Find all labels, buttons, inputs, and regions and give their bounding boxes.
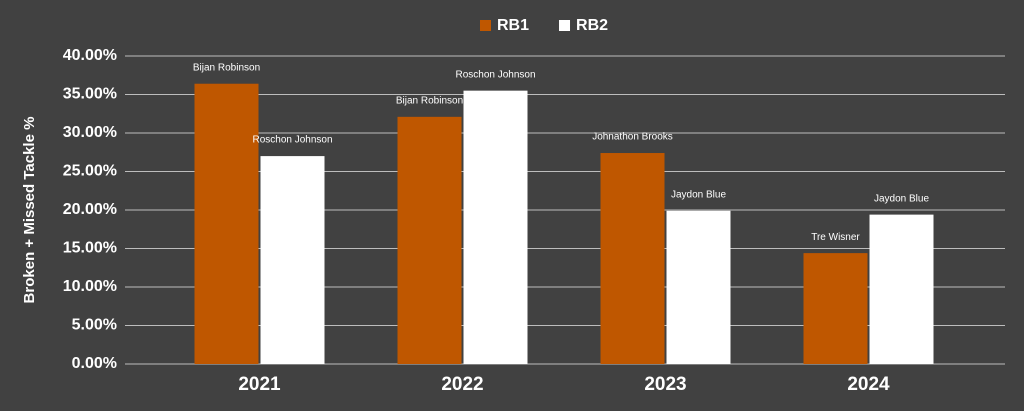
- y-axis-title: Broken + Missed Tackle %: [21, 117, 38, 304]
- x-tick-label: 2023: [644, 374, 686, 395]
- bar: [260, 156, 325, 364]
- y-tick-label: 30.00%: [63, 124, 117, 141]
- bar-label: Jaydon Blue: [671, 189, 726, 200]
- legend-label: RB1: [497, 17, 529, 34]
- bar: [397, 116, 462, 364]
- x-tick-label: 2021: [238, 374, 281, 395]
- x-tick-label: 2024: [847, 374, 890, 395]
- y-tick-label: 5.00%: [72, 317, 117, 334]
- y-tick-label: 35.00%: [63, 86, 117, 103]
- bar-label: Tre Wisner: [811, 232, 860, 243]
- bar: [869, 214, 934, 364]
- bar-label: Bijan Robinson: [193, 62, 260, 73]
- legend-label: RB2: [576, 17, 608, 34]
- bar: [666, 210, 731, 364]
- bar: [600, 153, 665, 364]
- y-tick-label: 25.00%: [63, 163, 117, 180]
- y-tick-label: 40.00%: [63, 47, 117, 64]
- bar-label: Roschon Johnson: [455, 69, 535, 80]
- y-tick-label: 20.00%: [63, 201, 117, 218]
- y-tick-label: 10.00%: [63, 278, 117, 295]
- bar-label: Bijan Robinson: [396, 95, 463, 106]
- legend-swatch: [480, 20, 491, 31]
- bar-label: Roschon Johnson: [252, 135, 332, 146]
- x-tick-label: 2022: [441, 374, 483, 395]
- bar-label: Johnathon Brooks: [592, 132, 673, 143]
- bar: [194, 83, 259, 364]
- y-tick-label: 0.00%: [72, 355, 117, 372]
- y-tick-label: 15.00%: [63, 240, 117, 257]
- bar-label: Jaydon Blue: [874, 193, 929, 204]
- legend-swatch: [559, 20, 571, 31]
- bar: [463, 90, 528, 365]
- bar: [803, 253, 868, 364]
